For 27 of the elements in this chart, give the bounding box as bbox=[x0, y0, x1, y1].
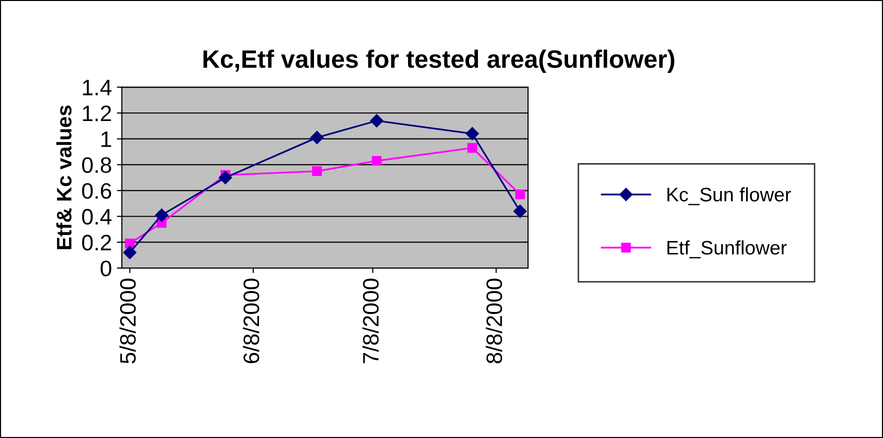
x-tick-label: 6/8/2000 bbox=[242, 278, 260, 364]
point bbox=[370, 114, 384, 128]
y-tick-label: 0.4 bbox=[82, 208, 112, 225]
point bbox=[218, 171, 232, 184]
point bbox=[123, 246, 136, 260]
point bbox=[513, 204, 527, 218]
x-tick-label: 8/8/2000 bbox=[486, 278, 502, 364]
x-tick-label: 5/8/2000 bbox=[119, 278, 136, 364]
y-tick-label: 1.2 bbox=[82, 106, 112, 122]
point bbox=[372, 156, 382, 166]
point bbox=[515, 190, 525, 200]
x-tick-label: 7/8/2000 bbox=[362, 278, 379, 364]
y-tick-label: 1 bbox=[101, 132, 112, 147]
point bbox=[155, 208, 168, 222]
legend-label: Kc_Sun flower bbox=[667, 187, 791, 206]
y-tick-label: 0.2 bbox=[82, 234, 112, 250]
point bbox=[312, 166, 322, 176]
y-tick-label: 0 bbox=[100, 260, 112, 276]
y-tick-label: 0.8 bbox=[82, 157, 112, 173]
point bbox=[467, 143, 478, 153]
y-tick-label: 0.6 bbox=[82, 183, 112, 199]
y-tick-label: 1.4 bbox=[82, 80, 112, 96]
legend-label: Etf_Sunflower bbox=[667, 240, 787, 258]
y-axis-title: Etf& Kc values bbox=[56, 106, 72, 250]
chart-title: Kc,Etf values for tested area(Sunflower) bbox=[203, 50, 674, 73]
point bbox=[310, 130, 324, 144]
point bbox=[466, 127, 479, 140]
